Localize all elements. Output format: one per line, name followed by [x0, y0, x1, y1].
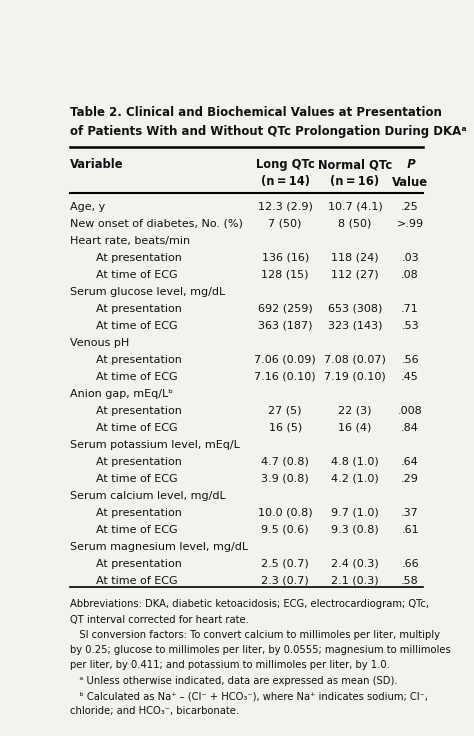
Text: 9.3 (0.8): 9.3 (0.8) — [331, 525, 379, 534]
Text: of Patients With and Without QTc Prolongation During DKAᵃ: of Patients With and Without QTc Prolong… — [70, 125, 467, 138]
Text: 363 (187): 363 (187) — [258, 321, 312, 330]
Text: 4.8 (1.0): 4.8 (1.0) — [331, 457, 379, 467]
Text: At presentation: At presentation — [96, 508, 182, 517]
Text: Serum glucose level, mg/dL: Serum glucose level, mg/dL — [70, 287, 226, 297]
Text: 9.5 (0.6): 9.5 (0.6) — [261, 525, 309, 534]
Text: Normal QTc
(n = 16): Normal QTc (n = 16) — [318, 158, 392, 188]
Text: 2.5 (0.7): 2.5 (0.7) — [261, 559, 309, 569]
Text: 2.4 (0.3): 2.4 (0.3) — [331, 559, 379, 569]
Text: Serum magnesium level, mg/dL: Serum magnesium level, mg/dL — [70, 542, 248, 552]
Text: At presentation: At presentation — [96, 559, 182, 569]
Text: 16 (4): 16 (4) — [338, 422, 372, 433]
Text: At time of ECG: At time of ECG — [96, 269, 178, 280]
Text: At time of ECG: At time of ECG — [96, 525, 178, 534]
Text: ᵇ Calculated as Na⁺ – (Cl⁻ + HCO₃⁻), where Na⁺ indicates sodium; Cl⁻,: ᵇ Calculated as Na⁺ – (Cl⁻ + HCO₃⁻), whe… — [70, 691, 428, 701]
Text: Anion gap, mEq/Lᵇ: Anion gap, mEq/Lᵇ — [70, 389, 173, 399]
Text: 323 (143): 323 (143) — [328, 321, 382, 330]
Text: 7.19 (0.10): 7.19 (0.10) — [324, 372, 386, 382]
Text: .58: .58 — [401, 576, 419, 586]
Text: At time of ECG: At time of ECG — [96, 321, 178, 330]
Text: SI conversion factors: To convert calcium to millimoles per liter, multiply: SI conversion factors: To convert calciu… — [70, 630, 440, 640]
Text: per liter, by 0.411; and potassium to millimoles per liter, by 1.0.: per liter, by 0.411; and potassium to mi… — [70, 660, 390, 670]
Text: 2.3 (0.7): 2.3 (0.7) — [261, 576, 309, 586]
Text: Variable: Variable — [70, 158, 124, 171]
Text: .53: .53 — [401, 321, 419, 330]
Text: .29: .29 — [401, 474, 419, 484]
Text: 9.7 (1.0): 9.7 (1.0) — [331, 508, 379, 517]
Text: Serum calcium level, mg/dL: Serum calcium level, mg/dL — [70, 491, 226, 500]
Text: Abbreviations: DKA, diabetic ketoacidosis; ECG, electrocardiogram; QTc,: Abbreviations: DKA, diabetic ketoacidosi… — [70, 599, 429, 609]
Text: >.99: >.99 — [397, 219, 424, 229]
Text: 22 (3): 22 (3) — [338, 406, 372, 416]
Text: Table 2. Clinical and Biochemical Values at Presentation: Table 2. Clinical and Biochemical Values… — [70, 107, 442, 119]
Text: At presentation: At presentation — [96, 406, 182, 416]
Text: At presentation: At presentation — [96, 252, 182, 263]
Text: .08: .08 — [401, 269, 419, 280]
Text: 16 (5): 16 (5) — [269, 422, 302, 433]
Text: At time of ECG: At time of ECG — [96, 422, 178, 433]
Text: New onset of diabetes, No. (%): New onset of diabetes, No. (%) — [70, 219, 243, 229]
Text: .45: .45 — [401, 372, 419, 382]
Text: .56: .56 — [401, 355, 419, 364]
Text: 118 (24): 118 (24) — [331, 252, 379, 263]
Text: QT interval corrected for heart rate.: QT interval corrected for heart rate. — [70, 615, 249, 625]
Text: 112 (27): 112 (27) — [331, 269, 379, 280]
Text: 136 (16): 136 (16) — [262, 252, 309, 263]
Text: ᵃ Unless otherwise indicated, data are expressed as mean (SD).: ᵃ Unless otherwise indicated, data are e… — [70, 676, 398, 686]
Text: chloride; and HCO₃⁻, bicarbonate.: chloride; and HCO₃⁻, bicarbonate. — [70, 707, 239, 716]
Text: 7.06 (0.09): 7.06 (0.09) — [254, 355, 316, 364]
Text: 3.9 (0.8): 3.9 (0.8) — [261, 474, 309, 484]
Text: At time of ECG: At time of ECG — [96, 372, 178, 382]
Text: .71: .71 — [401, 304, 419, 314]
Text: .37: .37 — [401, 508, 419, 517]
Text: Serum potassium level, mEq/L: Serum potassium level, mEq/L — [70, 439, 240, 450]
Text: .66: .66 — [401, 559, 419, 569]
Text: .61: .61 — [401, 525, 419, 534]
Text: P: P — [405, 158, 415, 171]
Text: Age, y: Age, y — [70, 202, 106, 212]
Text: 7 (50): 7 (50) — [268, 219, 302, 229]
Text: 4.7 (0.8): 4.7 (0.8) — [261, 457, 309, 467]
Text: .64: .64 — [401, 457, 419, 467]
Text: Long QTc
(n = 14): Long QTc (n = 14) — [256, 158, 315, 188]
Text: Value: Value — [392, 176, 428, 188]
Text: 653 (308): 653 (308) — [328, 304, 382, 314]
Text: At presentation: At presentation — [96, 304, 182, 314]
Text: At presentation: At presentation — [96, 457, 182, 467]
Text: At time of ECG: At time of ECG — [96, 576, 178, 586]
Text: Venous pH: Venous pH — [70, 338, 129, 347]
Text: 4.2 (1.0): 4.2 (1.0) — [331, 474, 379, 484]
Text: 12.3 (2.9): 12.3 (2.9) — [258, 202, 313, 212]
Text: by 0.25; glucose to millimoles per liter, by 0.0555; magnesium to millimoles: by 0.25; glucose to millimoles per liter… — [70, 645, 451, 655]
Text: 2.1 (0.3): 2.1 (0.3) — [331, 576, 379, 586]
Text: 10.7 (4.1): 10.7 (4.1) — [328, 202, 383, 212]
Text: 7.08 (0.07): 7.08 (0.07) — [324, 355, 386, 364]
Text: 128 (15): 128 (15) — [262, 269, 309, 280]
Text: 692 (259): 692 (259) — [258, 304, 312, 314]
Text: 27 (5): 27 (5) — [268, 406, 302, 416]
Text: Heart rate, beats/min: Heart rate, beats/min — [70, 236, 191, 246]
Text: .008: .008 — [398, 406, 422, 416]
Text: At presentation: At presentation — [96, 355, 182, 364]
Text: At time of ECG: At time of ECG — [96, 474, 178, 484]
Text: .03: .03 — [401, 252, 419, 263]
Text: 8 (50): 8 (50) — [338, 219, 372, 229]
Text: .25: .25 — [401, 202, 419, 212]
Text: 10.0 (0.8): 10.0 (0.8) — [258, 508, 312, 517]
Text: 7.16 (0.10): 7.16 (0.10) — [255, 372, 316, 382]
Text: .84: .84 — [401, 422, 419, 433]
